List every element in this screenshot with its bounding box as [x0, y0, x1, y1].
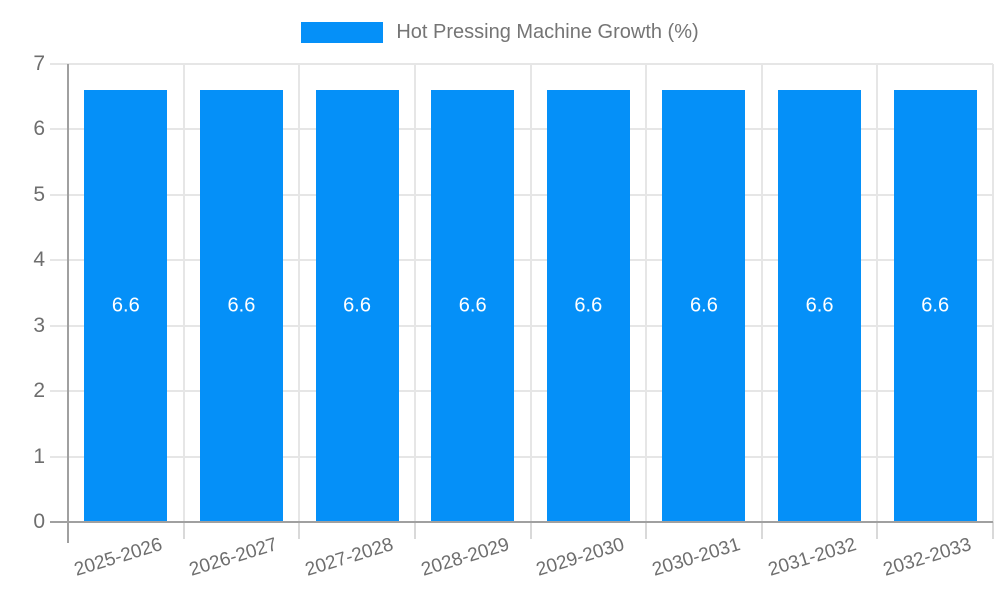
x-axis-tick-label: 2025-2026	[71, 534, 165, 581]
bar-value-label: 6.6	[921, 294, 950, 317]
bar[interactable]: 6.6	[84, 90, 168, 522]
x-axis-tick-label: 2026-2027	[187, 534, 281, 581]
y-axis-tick-label: 3	[33, 313, 45, 337]
gridline-y	[50, 128, 993, 131]
bar[interactable]: 6.6	[199, 90, 283, 522]
gridline-x	[182, 64, 185, 522]
bar[interactable]: 6.6	[431, 90, 515, 522]
x-axis-tick	[876, 522, 879, 539]
x-axis-tick	[760, 522, 763, 539]
x-axis-tick-label: 2031-2032	[765, 534, 859, 581]
x-axis-tick	[529, 522, 532, 539]
bar[interactable]: 6.6	[546, 90, 630, 522]
plot-area: 0 1 2 3 4 5 6 7 6.6 2025-2026 6.6 2026-2027 6.6 2027-…	[33, 53, 994, 581]
gridline-x	[645, 64, 648, 522]
bar-value-label: 6.6	[690, 294, 718, 317]
gridline-x	[298, 64, 301, 522]
bar-value-label: 6.6	[574, 294, 603, 317]
bar[interactable]: 6.6	[315, 90, 399, 522]
bar-value-label: 6.6	[111, 294, 140, 317]
gridline-y	[50, 324, 993, 327]
x-axis-tick	[413, 522, 416, 539]
gridline-x	[760, 64, 763, 522]
gridline-y	[50, 390, 993, 393]
x-axis-tick	[298, 522, 301, 539]
y-axis-tick-label: 5	[33, 182, 45, 206]
bar-value-label: 6.6	[343, 294, 371, 317]
gridline-y	[50, 63, 993, 65]
y-axis-tick-label: 4	[33, 248, 45, 272]
bar[interactable]: 6.6	[778, 90, 862, 522]
legend-swatch	[301, 21, 384, 43]
bar-value-label: 6.6	[458, 294, 487, 317]
x-axis-tick	[182, 522, 185, 539]
x-axis-tick	[645, 522, 648, 539]
bar-value-label: 6.6	[227, 294, 256, 317]
x-axis-tick	[992, 522, 994, 539]
gridline-x	[876, 64, 879, 522]
gridline-y	[50, 455, 993, 458]
bar[interactable]: 6.6	[662, 90, 746, 522]
x-axis-tick-label: 2028-2029	[418, 534, 512, 581]
x-axis-tick-label: 2030-2031	[649, 534, 743, 581]
x-axis-tick-label: 2027-2028	[302, 534, 396, 581]
y-axis-tick-label: 2	[33, 379, 45, 403]
gridline-y	[50, 193, 993, 196]
x-axis-tick-label: 2032-2033	[880, 534, 975, 581]
y-axis-tick-label: 0	[33, 510, 45, 533]
legend-label: Hot Pressing Machine Growth (%)	[396, 21, 699, 43]
y-axis-line	[67, 64, 69, 543]
gridline-x	[413, 64, 416, 522]
legend[interactable]: Hot Pressing Machine Growth (%)	[0, 21, 1000, 43]
bar[interactable]: 6.6	[893, 90, 977, 522]
y-axis-tick-label: 6	[33, 117, 45, 141]
y-axis-tick-label: 1	[33, 444, 45, 468]
y-axis-tick-label: 7	[33, 52, 45, 75]
gridline-y	[50, 259, 993, 262]
gridline-x	[529, 64, 532, 522]
x-axis-line	[50, 521, 993, 523]
bar-value-label: 6.6	[805, 294, 834, 317]
gridline-x	[992, 64, 994, 522]
x-axis-tick-label: 2029-2030	[534, 534, 628, 581]
